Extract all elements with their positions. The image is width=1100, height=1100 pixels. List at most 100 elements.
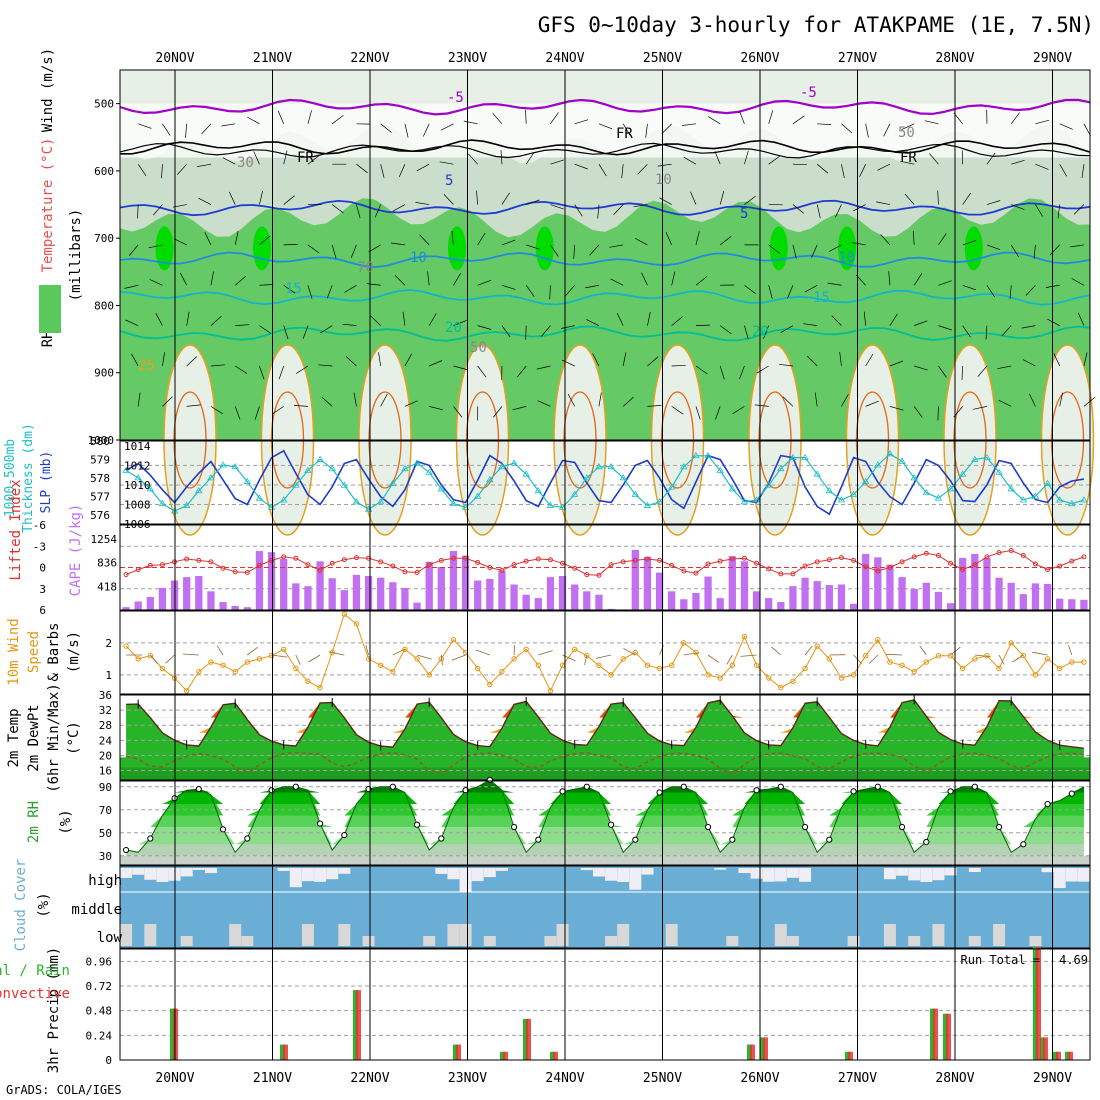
rh-point — [535, 836, 542, 843]
lifted-index-point — [184, 556, 190, 562]
wind-barb — [422, 123, 430, 137]
lifted-index-point — [123, 572, 129, 578]
wind-barb — [681, 123, 696, 126]
wind-barb — [768, 244, 780, 254]
thickness-point — [874, 461, 882, 468]
wind-barb — [803, 323, 818, 326]
wind-barb — [439, 161, 454, 165]
thickness-point — [376, 498, 385, 505]
wind-barb — [429, 406, 443, 411]
thickness-point — [279, 496, 288, 503]
cloud-low-block — [968, 936, 981, 946]
rh-point — [462, 787, 469, 794]
thickness-point — [728, 485, 737, 492]
wind-barb — [210, 271, 214, 286]
thickness-label-line1: 1000-500mb — [3, 439, 18, 517]
wind-speed-point — [959, 665, 966, 672]
wind-speed-point — [487, 681, 493, 688]
wind-barb — [137, 163, 147, 176]
thickness-point — [231, 463, 239, 470]
cloud-low-block — [786, 936, 799, 946]
lifted-index-point — [366, 555, 372, 561]
wind-speed-point — [717, 675, 723, 681]
wind-barb — [350, 244, 357, 259]
wind-barb — [404, 123, 409, 138]
wind-barb — [647, 311, 651, 326]
wind-speed-point — [123, 643, 129, 649]
lifted-index-point — [535, 556, 541, 562]
lifted-index-point — [608, 562, 614, 568]
precip-total-bar — [523, 1018, 528, 1060]
wind-barb — [235, 324, 250, 326]
wind-barb — [841, 394, 849, 407]
lifted-index-point — [584, 572, 590, 578]
cloud-high-block — [204, 868, 217, 874]
wind-barb — [807, 355, 818, 367]
thickness-point — [764, 481, 773, 488]
wind-barb — [380, 393, 388, 407]
day-label-top: 27NOV — [838, 51, 877, 66]
wind-speed-point — [875, 637, 881, 643]
cape-bar — [449, 551, 458, 610]
wind-barb — [714, 151, 721, 165]
cape-bar — [1080, 599, 1088, 610]
day-label-bottom: 20NOV — [155, 1071, 194, 1086]
lifted-index-point — [681, 568, 687, 574]
contour-label: 50 — [470, 340, 487, 356]
wind-barb — [398, 164, 406, 178]
wind-barb — [962, 192, 971, 205]
cloud-level-label: high — [88, 873, 122, 889]
rh-plume — [535, 226, 554, 271]
wind-barb — [416, 163, 430, 172]
cape-bar — [243, 607, 251, 610]
lifted-index-point — [426, 562, 432, 568]
rh-point — [607, 821, 615, 828]
thickness-point — [134, 474, 142, 481]
thickness-point — [473, 492, 482, 499]
wind-barb — [768, 155, 781, 165]
cape-bar — [219, 602, 227, 610]
wind-barb — [125, 319, 139, 326]
cape-bar — [158, 587, 167, 610]
contour-label: FR — [900, 150, 917, 166]
cloud-high-block — [908, 868, 921, 881]
wind-barb — [234, 231, 239, 245]
cape-bar — [474, 580, 482, 610]
lifted-index-point — [984, 554, 990, 560]
wind-barb-10m — [919, 645, 927, 656]
pressure-tick: 1000 — [88, 434, 115, 447]
wind-speed-point — [644, 662, 651, 668]
cape-bar — [534, 598, 542, 610]
wind-barb — [1077, 312, 1085, 326]
wind-barb — [177, 163, 187, 175]
lifted-index-point — [778, 571, 784, 577]
rh-tick: 50 — [99, 827, 112, 840]
lifted-index-point — [281, 554, 287, 560]
day-label-top: 21NOV — [253, 51, 292, 66]
wind-barb — [938, 325, 952, 331]
cape-bar — [728, 556, 736, 610]
wind-barb — [560, 325, 575, 329]
wind-barb — [814, 392, 818, 407]
wind-speed-point — [232, 668, 238, 675]
cloud-low-block — [605, 936, 618, 946]
lifted-index-point — [378, 559, 384, 565]
wind-barb — [744, 284, 756, 294]
wind-barb — [792, 115, 805, 125]
wind-barb — [598, 392, 602, 407]
thickness-point — [716, 466, 724, 473]
thickness-point — [1043, 479, 1052, 486]
cape-bar — [740, 561, 749, 610]
cloud-low-block — [774, 924, 787, 946]
temperature-contour — [119, 98, 1091, 116]
cape-bar — [668, 591, 676, 610]
cape-bar — [1043, 583, 1052, 610]
cape-bar — [886, 564, 894, 610]
rh-point — [923, 838, 930, 846]
rh-plume — [838, 226, 856, 271]
precip-total-label: Total / Rain — [0, 963, 70, 979]
lifted-index-point — [790, 571, 796, 577]
wind-barb — [609, 244, 624, 248]
contour-label: 10 — [410, 250, 427, 266]
wind-barb — [889, 406, 904, 411]
